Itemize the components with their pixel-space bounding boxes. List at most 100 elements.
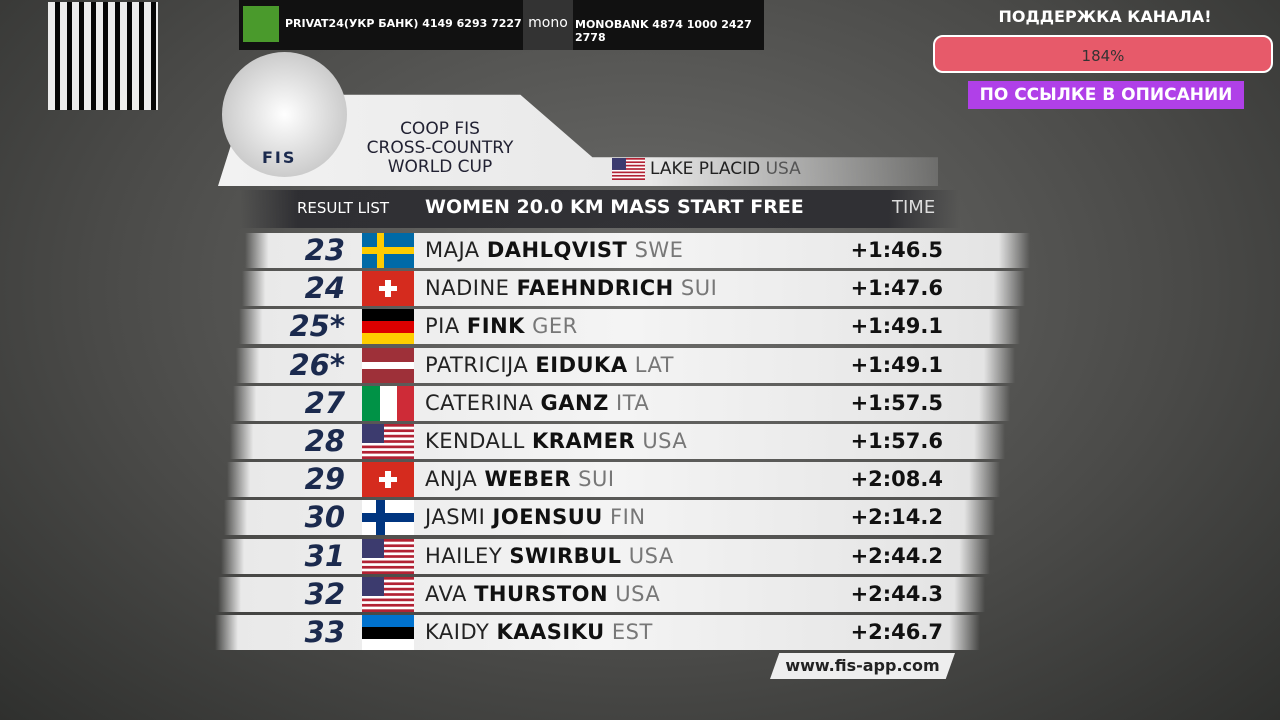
support-link: ПО ССЫЛКЕ В ОПИСАНИИ (968, 81, 1244, 109)
first-name: AVA (425, 581, 467, 606)
flag (362, 233, 414, 268)
athlete-name: PATRICIJA EIDUKA LAT (425, 348, 674, 383)
last-name: DAHLQVIST (486, 238, 628, 262)
last-name: EIDUKA (535, 352, 628, 377)
fis-logo: FIS (262, 148, 297, 167)
athlete-name: NADINE FAEHNDRICH SUI (425, 271, 717, 306)
last-name: JOENSUU (492, 505, 603, 530)
nation: ITA (616, 390, 650, 415)
race-name: WOMEN 20.0 KM MASS START FREE (425, 196, 804, 218)
flag (362, 615, 414, 650)
flag (362, 424, 414, 459)
venue-country: USA (765, 159, 801, 179)
time-behind: +2:46.7 (850, 620, 943, 644)
rank: 29 (304, 462, 345, 497)
first-name: NADINE (425, 276, 510, 301)
first-name: CATERINA (425, 390, 534, 415)
last-name: SWIRBUL (509, 543, 622, 568)
time-behind: +2:44.2 (850, 543, 943, 568)
last-name: KAASIKU (496, 620, 605, 644)
first-name: HAILEY (425, 543, 503, 568)
flag (362, 271, 414, 307)
rank: 24 (304, 271, 345, 306)
result-row: 29 ANJA WEBER SUI +2:08.4 (227, 462, 1000, 498)
nation: FIN (610, 505, 646, 530)
result-row: 26* PATRICIJA EIDUKA LAT +1:49.1 (236, 347, 1015, 383)
event-line: WORLD CUP (387, 157, 493, 177)
result-row: 32 AVA THURSTON USA +2:44.3 (218, 576, 985, 612)
flag (362, 347, 414, 383)
donation-bar: PRIVAT24(УКР БАНК) 4149 6293 7227 6857 m… (239, 0, 764, 50)
rank: 33 (304, 615, 345, 649)
athlete-name: HAILEY SWIRBUL USA (425, 539, 674, 574)
nation: SWE (634, 238, 684, 262)
last-name: WEBER (484, 467, 571, 492)
time-behind: +2:44.3 (850, 581, 943, 606)
athlete-name: CATERINA GANZ ITA (425, 386, 649, 421)
first-name: PATRICIJA (425, 352, 529, 377)
venue: LAKE PLACID USA (650, 159, 801, 179)
footer-url: www.fis-app.com (770, 653, 955, 679)
flag (362, 576, 414, 612)
athlete-name: AVA THURSTON USA (425, 577, 660, 612)
rank: 26* (289, 347, 345, 382)
rank: 31 (304, 538, 345, 573)
support-progress: 184% (933, 35, 1273, 73)
nation: SUI (578, 467, 615, 492)
flag (362, 538, 414, 574)
rank: 32 (304, 576, 345, 611)
flag (362, 500, 414, 536)
first-name: KAIDY (425, 620, 490, 644)
first-name: JASMI (425, 505, 486, 530)
result-row: 28 KENDALL KRAMER USA +1:57.6 (230, 424, 1005, 459)
time-behind: +1:57.5 (850, 390, 943, 415)
nation: LAT (634, 352, 675, 377)
athlete-name: JASMI JOENSUU FIN (425, 500, 646, 535)
last-name: FAEHNDRICH (516, 276, 674, 301)
venue-name: LAKE PLACID (650, 159, 761, 179)
first-name: ANJA (425, 467, 478, 492)
rank: 28 (304, 424, 345, 458)
athlete-name: KENDALL KRAMER USA (425, 424, 687, 459)
last-name: KRAMER (532, 429, 636, 453)
rank: 25* (289, 309, 345, 344)
time-behind: +1:49.1 (850, 314, 943, 339)
result-row: 30 JASMI JOENSUU FIN +2:14.2 (224, 500, 995, 536)
time-behind: +1:49.1 (850, 352, 943, 377)
venue-flag (612, 158, 645, 180)
qr-code (48, 2, 158, 110)
last-name: FINK (466, 314, 525, 339)
result-row: 23 MAJA DAHLQVIST SWE +1:46.5 (245, 233, 1030, 268)
rank: 27 (304, 385, 345, 420)
time-label: TIME (892, 197, 936, 218)
time-behind: +2:08.4 (850, 467, 943, 492)
mono-text: MONOBANK 4874 1000 2427 2778 (575, 18, 752, 44)
last-name: GANZ (540, 390, 609, 415)
first-name: MAJA (425, 238, 480, 262)
nation: USA (628, 543, 674, 568)
privat-logo (243, 6, 279, 42)
nation: SUI (680, 276, 718, 301)
first-name: PIA (425, 314, 460, 339)
athlete-name: ANJA WEBER SUI (425, 462, 615, 497)
time-behind: +1:46.5 (850, 238, 943, 262)
flag (362, 385, 414, 421)
flag (362, 462, 414, 498)
mono-logo: mono (523, 0, 573, 50)
result-row: 25* PIA FINK GER +1:49.1 (239, 309, 1020, 345)
time-behind: +1:57.6 (850, 429, 943, 453)
result-row: 33 KAIDY KAASIKU EST +2:46.7 (215, 615, 980, 650)
first-name: KENDALL (425, 429, 525, 453)
time-behind: +1:47.6 (850, 276, 943, 301)
title-band (240, 190, 960, 228)
result-row: 24 NADINE FAEHNDRICH SUI +1:47.6 (242, 271, 1025, 307)
privat-text: PRIVAT24(УКР БАНК) 4149 6293 7227 6857 (285, 17, 557, 30)
flag (362, 309, 414, 345)
nation: EST (611, 620, 653, 644)
rank: 30 (304, 500, 345, 535)
rank: 23 (304, 233, 345, 267)
nation: USA (642, 429, 688, 453)
event-name: COOP FIS CROSS-COUNTRY WORLD CUP (340, 120, 540, 177)
athlete-name: PIA FINK GER (425, 309, 578, 344)
